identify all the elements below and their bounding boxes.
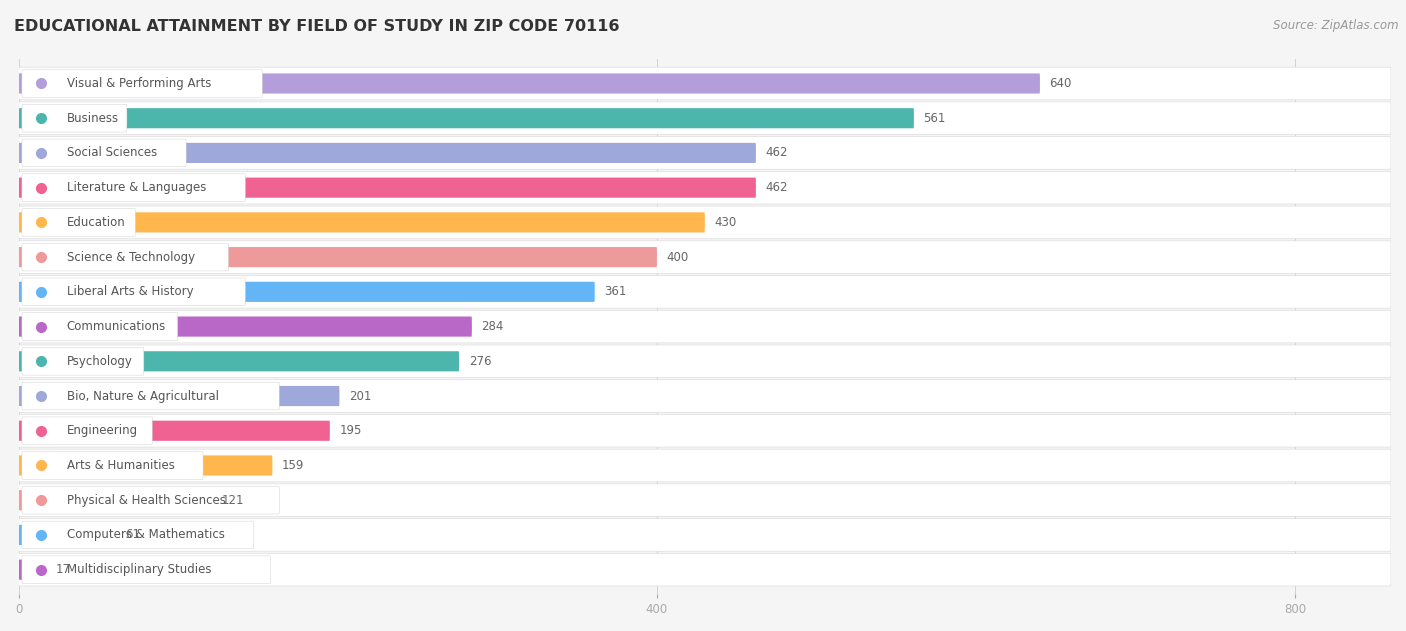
- FancyBboxPatch shape: [18, 380, 1391, 412]
- FancyBboxPatch shape: [22, 313, 177, 340]
- FancyBboxPatch shape: [18, 73, 1040, 93]
- Text: Arts & Humanities: Arts & Humanities: [66, 459, 174, 472]
- Text: 640: 640: [1049, 77, 1071, 90]
- Text: Business: Business: [66, 112, 118, 125]
- Text: 462: 462: [765, 146, 787, 160]
- Text: Liberal Arts & History: Liberal Arts & History: [66, 285, 193, 298]
- FancyBboxPatch shape: [18, 247, 657, 267]
- Text: Visual & Performing Arts: Visual & Performing Arts: [66, 77, 211, 90]
- FancyBboxPatch shape: [18, 456, 273, 476]
- Text: Physical & Health Sciences: Physical & Health Sciences: [66, 493, 225, 507]
- FancyBboxPatch shape: [22, 382, 280, 410]
- Text: 17: 17: [55, 563, 70, 576]
- Text: Science & Technology: Science & Technology: [66, 251, 194, 264]
- FancyBboxPatch shape: [22, 244, 229, 271]
- FancyBboxPatch shape: [18, 143, 756, 163]
- FancyBboxPatch shape: [18, 421, 330, 441]
- Text: 462: 462: [765, 181, 787, 194]
- FancyBboxPatch shape: [22, 348, 143, 375]
- Text: 61: 61: [125, 528, 141, 541]
- FancyBboxPatch shape: [18, 172, 1391, 204]
- FancyBboxPatch shape: [18, 282, 595, 302]
- FancyBboxPatch shape: [18, 415, 1391, 447]
- FancyBboxPatch shape: [18, 241, 1391, 273]
- Text: 361: 361: [605, 285, 627, 298]
- Text: Social Sciences: Social Sciences: [66, 146, 157, 160]
- FancyBboxPatch shape: [18, 276, 1391, 308]
- FancyBboxPatch shape: [22, 69, 263, 97]
- Text: Engineering: Engineering: [66, 424, 138, 437]
- FancyBboxPatch shape: [18, 553, 1391, 586]
- Text: 159: 159: [283, 459, 304, 472]
- Text: 400: 400: [666, 251, 689, 264]
- FancyBboxPatch shape: [18, 67, 1391, 100]
- Text: 195: 195: [339, 424, 361, 437]
- FancyBboxPatch shape: [22, 487, 280, 514]
- FancyBboxPatch shape: [22, 139, 186, 167]
- FancyBboxPatch shape: [22, 417, 152, 445]
- FancyBboxPatch shape: [18, 310, 1391, 343]
- Text: Education: Education: [66, 216, 125, 229]
- Text: Computers & Mathematics: Computers & Mathematics: [66, 528, 225, 541]
- FancyBboxPatch shape: [18, 484, 1391, 517]
- Text: 121: 121: [221, 493, 243, 507]
- FancyBboxPatch shape: [18, 177, 756, 198]
- FancyBboxPatch shape: [22, 174, 246, 201]
- FancyBboxPatch shape: [18, 206, 1391, 239]
- Text: Bio, Nature & Agricultural: Bio, Nature & Agricultural: [66, 389, 218, 403]
- Text: Multidisciplinary Studies: Multidisciplinary Studies: [66, 563, 211, 576]
- FancyBboxPatch shape: [18, 490, 212, 510]
- FancyBboxPatch shape: [18, 137, 1391, 169]
- FancyBboxPatch shape: [18, 345, 1391, 377]
- Text: 276: 276: [468, 355, 491, 368]
- FancyBboxPatch shape: [22, 104, 127, 132]
- FancyBboxPatch shape: [22, 521, 254, 549]
- FancyBboxPatch shape: [18, 351, 460, 372]
- Text: Source: ZipAtlas.com: Source: ZipAtlas.com: [1274, 19, 1399, 32]
- FancyBboxPatch shape: [18, 519, 1391, 551]
- FancyBboxPatch shape: [22, 556, 271, 584]
- FancyBboxPatch shape: [18, 525, 117, 545]
- Text: Communications: Communications: [66, 320, 166, 333]
- FancyBboxPatch shape: [18, 449, 1391, 482]
- FancyBboxPatch shape: [18, 560, 46, 580]
- FancyBboxPatch shape: [18, 212, 704, 232]
- Text: 430: 430: [714, 216, 737, 229]
- FancyBboxPatch shape: [18, 386, 339, 406]
- FancyBboxPatch shape: [18, 317, 472, 337]
- Text: EDUCATIONAL ATTAINMENT BY FIELD OF STUDY IN ZIP CODE 70116: EDUCATIONAL ATTAINMENT BY FIELD OF STUDY…: [14, 19, 620, 34]
- FancyBboxPatch shape: [18, 102, 1391, 134]
- FancyBboxPatch shape: [22, 209, 135, 236]
- FancyBboxPatch shape: [22, 278, 246, 305]
- Text: 284: 284: [481, 320, 503, 333]
- Text: Psychology: Psychology: [66, 355, 132, 368]
- Text: 561: 561: [924, 112, 946, 125]
- Text: Literature & Languages: Literature & Languages: [66, 181, 205, 194]
- FancyBboxPatch shape: [22, 452, 202, 480]
- FancyBboxPatch shape: [18, 108, 914, 128]
- Text: 201: 201: [349, 389, 371, 403]
